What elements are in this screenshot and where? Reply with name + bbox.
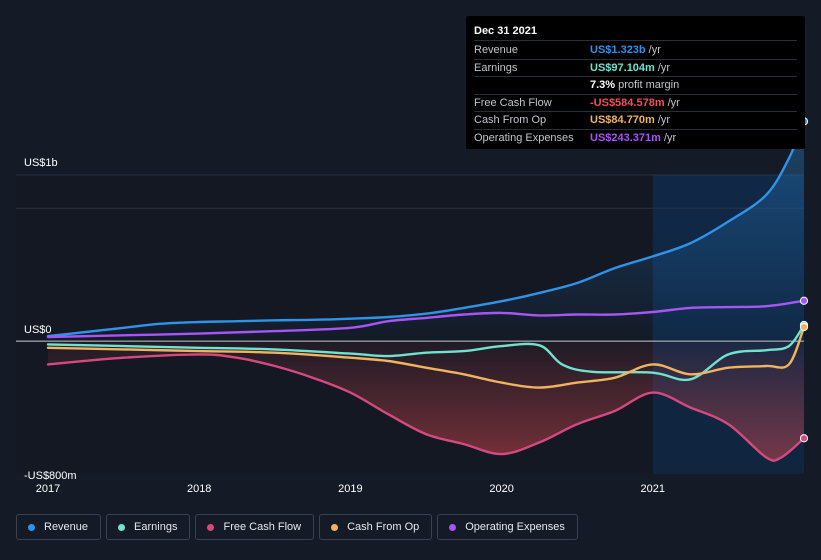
x-tick-label: 2020 — [489, 483, 513, 495]
legend-item-earnings[interactable]: Earnings — [106, 514, 191, 540]
chart-legend: Revenue Earnings Free Cash Flow Cash From O… — [16, 514, 578, 540]
y-tick-label: US$1b — [24, 157, 58, 169]
legend-label: Revenue — [44, 521, 89, 533]
legend-label: Free Cash Flow — [223, 521, 302, 533]
tooltip-row: Free Cash Flow -US$584.578m/yr — [474, 95, 797, 113]
tooltip-row-value: US$243.371m — [590, 131, 661, 144]
tooltip-row-unit: /yr — [657, 61, 671, 74]
earnings-line — [46, 323, 806, 382]
chart-area: US$1b US$0 -US$800m 2017 2018 2019 2020 2021 — [16, 117, 809, 495]
legend-label: Earnings — [134, 521, 178, 533]
tooltip-row-label — [474, 77, 590, 94]
operating-expenses-line — [46, 299, 806, 339]
free-cash-flow-line — [46, 353, 806, 462]
x-tick-label: 2021 — [641, 483, 665, 495]
cash-from-op-line — [46, 325, 806, 389]
tooltip-row-label: Revenue — [474, 44, 519, 56]
tooltip-row-unit: /yr — [667, 96, 680, 109]
tooltip-row-value: -US$584.578m — [590, 96, 665, 109]
tooltip-row-unit: profit margin — [618, 79, 680, 92]
y-tick-label: US$0 — [24, 324, 52, 336]
legend-item-revenue[interactable]: Revenue — [16, 514, 102, 540]
x-tick-label: 2019 — [338, 483, 362, 495]
operating-expenses-end-point — [799, 296, 809, 305]
legend-dot-icon — [449, 523, 457, 531]
tooltip-row-unit: /yr — [663, 131, 677, 144]
legend-label: Operating Expenses — [465, 521, 565, 533]
revenue-area — [48, 121, 804, 342]
tooltip-row-label: Operating Expenses — [474, 131, 574, 144]
y-tick-label: -US$800m — [24, 470, 77, 482]
revenue-line — [46, 120, 806, 338]
tooltip-row-value: US$97.104m — [590, 61, 655, 74]
x-tick-label: 2018 — [187, 483, 211, 495]
legend-item-cash-from-op[interactable]: Cash From Op — [319, 514, 433, 540]
legend-item-free-cash-flow[interactable]: Free Cash Flow — [195, 514, 315, 540]
tooltip-row-unit: /yr — [657, 114, 671, 127]
x-tick-label: 2017 — [36, 483, 60, 495]
tooltip-row-label: Earnings — [474, 61, 518, 74]
legend-dot-icon — [28, 523, 35, 531]
free-cash-flow-area — [48, 341, 804, 461]
tooltip-date: Dec 31 2021 — [474, 24, 797, 41]
legend-label: Cash From Op — [347, 521, 420, 533]
legend-item-operating-expenses[interactable]: Operating Expenses — [437, 514, 578, 540]
tooltip-row-label: Free Cash Flow — [474, 96, 552, 109]
tooltip-row: Cash From Op US$84.770m/yr — [474, 112, 797, 130]
free-cash-flow-end-point — [799, 434, 809, 443]
tooltip-row-unit: /yr — [648, 44, 661, 56]
tooltip-row: 7.3% profit margin — [474, 77, 797, 95]
tooltip-row: Earnings US$97.104m/yr — [474, 60, 797, 78]
tooltip-row-label: Cash From Op — [474, 114, 547, 127]
tooltip-row: Operating Expenses US$243.371m/yr — [474, 130, 797, 147]
tooltip-row-value: 7.3% — [590, 79, 616, 92]
tooltip-row: Revenue US$1.323b/yr — [474, 42, 797, 60]
legend-dot-icon — [331, 523, 339, 531]
tooltip-row-value: US$1.323b — [590, 44, 646, 56]
cash-from-op-end-point — [799, 322, 809, 332]
legend-dot-icon — [207, 523, 215, 531]
tooltip-row-value: US$84.770m — [590, 114, 655, 127]
data-tooltip: Dec 31 2021 Revenue US$1.323b/yr Earnings U… — [466, 16, 805, 149]
legend-dot-icon — [118, 523, 126, 531]
